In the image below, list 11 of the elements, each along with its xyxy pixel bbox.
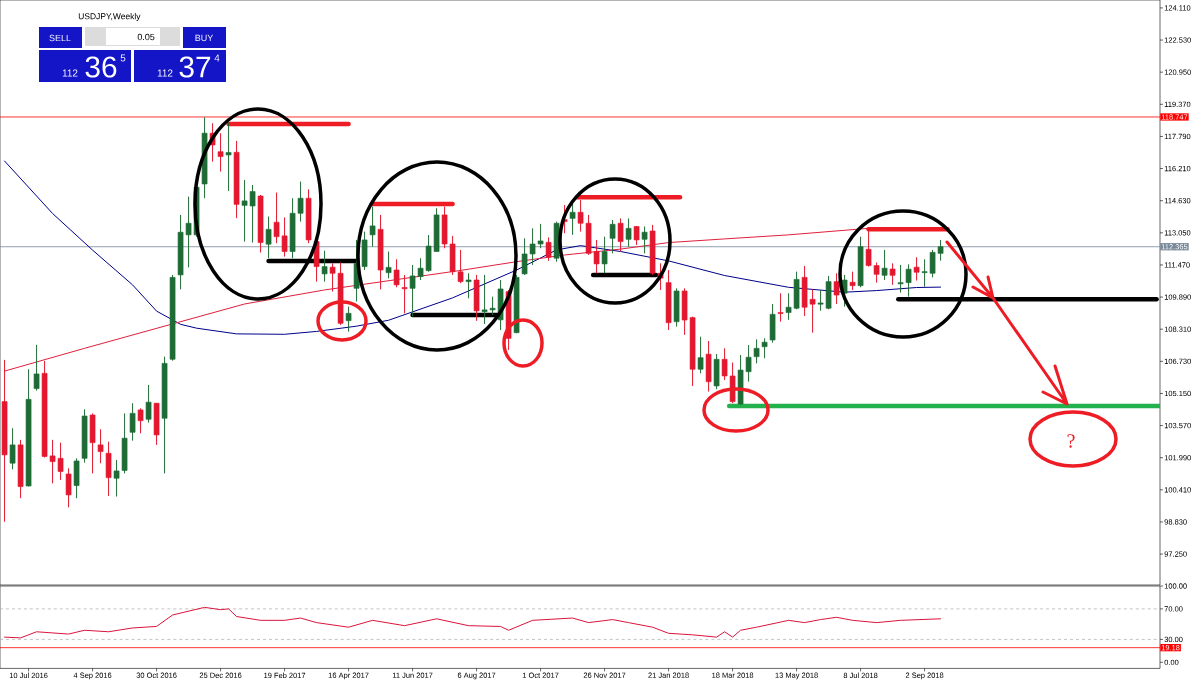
annotation: 37 xyxy=(179,56,211,78)
annotation: 112 xyxy=(157,69,173,77)
annotation: 36 xyxy=(85,56,117,78)
annotation: 112 xyxy=(62,69,78,77)
annotation: BUY xyxy=(195,34,214,42)
annotation: SELL xyxy=(49,34,71,42)
annotation: 5 xyxy=(120,54,126,62)
annotation: 4 xyxy=(214,54,220,62)
text: USDJPY,Weekly xyxy=(78,13,141,21)
annotation: ? xyxy=(1067,434,1075,448)
annotation: 0.05 xyxy=(137,33,155,41)
